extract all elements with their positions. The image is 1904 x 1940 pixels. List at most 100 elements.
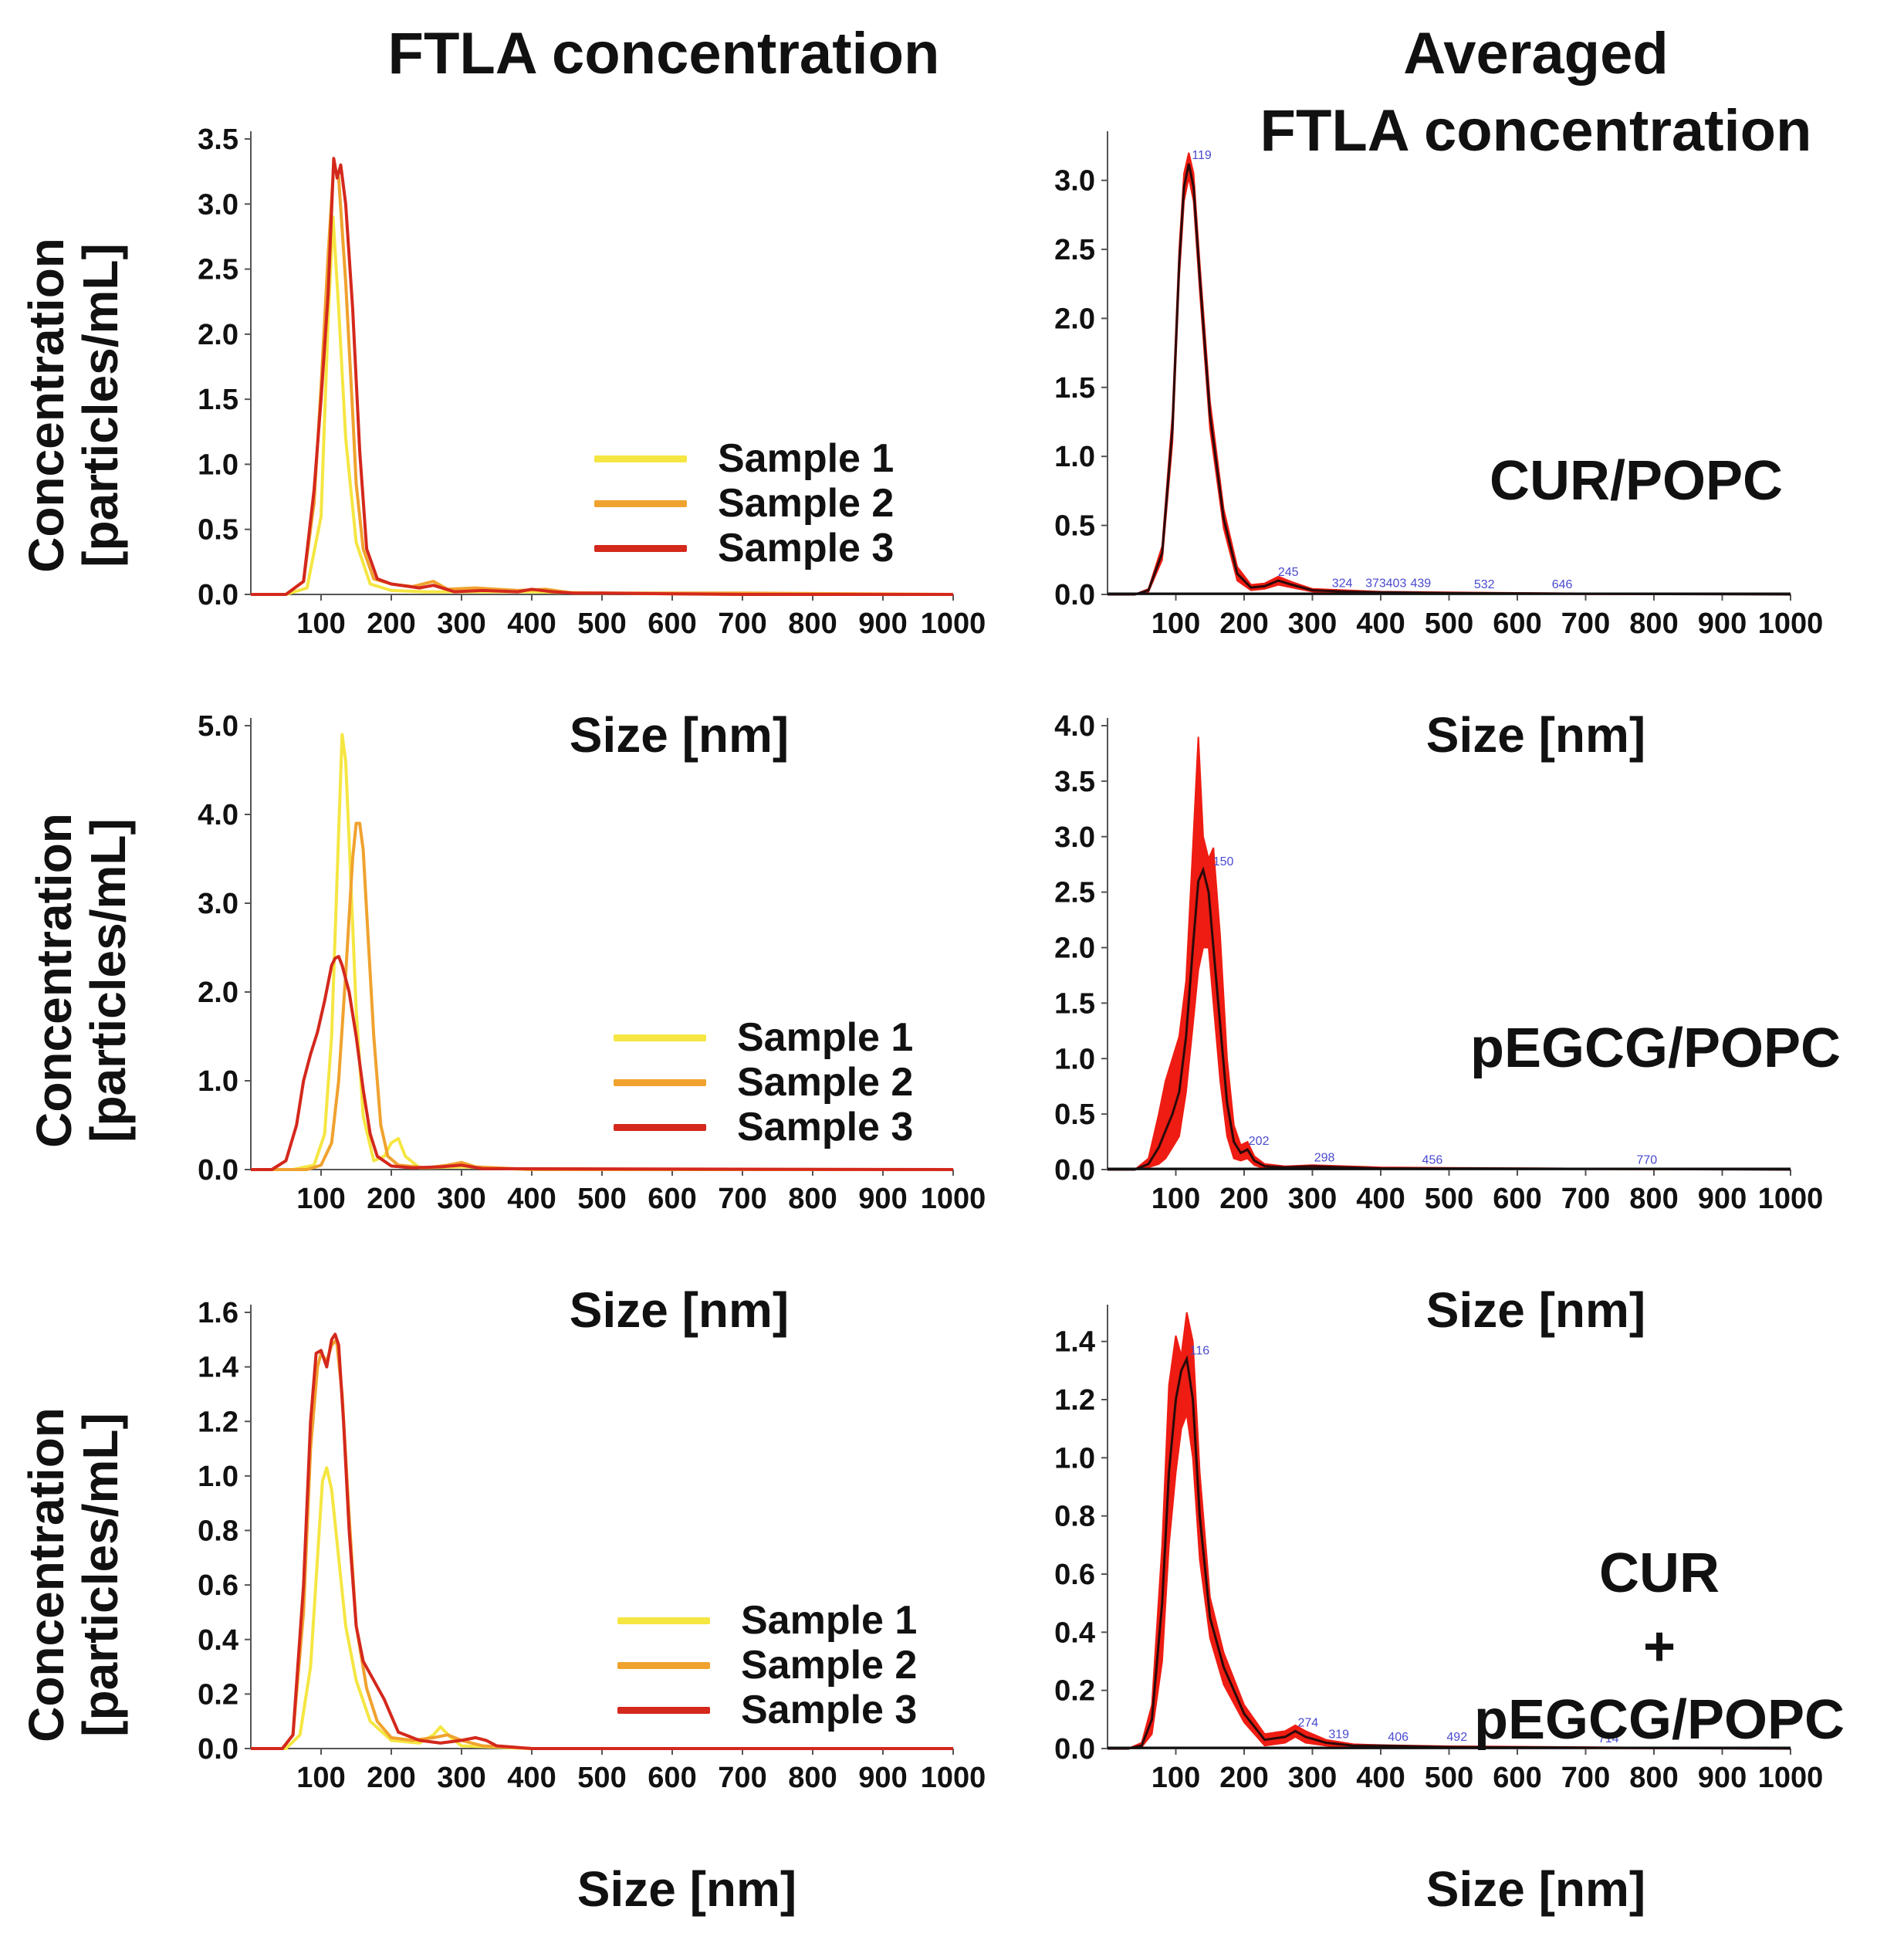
x-tick-label: 900 [1698,608,1747,640]
chart-cur-samples: 100 200 300 400 500 600 700 800 900 1000 0.0 0.5 1.0… [198,124,986,640]
y-tick-label: 0.0 [1054,1154,1095,1187]
peak-label: 532 [1474,578,1495,591]
y-tick: 3.0 [198,188,251,221]
x-tick: 500 [1425,1170,1473,1215]
error-band [1108,736,1791,1170]
x-tick-label: 700 [718,1183,766,1215]
legend-item: Sample 1 [617,1598,917,1643]
x-tick-label: 200 [367,1762,415,1794]
legend-label: Sample 1 [737,1015,914,1060]
y-tick-label: 1.2 [1054,1384,1095,1417]
legend-swatch-sample3 [617,1706,710,1714]
y-tick-label: 0.0 [1054,1733,1095,1766]
x-tick-label: 400 [1356,1183,1405,1215]
y-tick: 4.0 [1054,710,1108,743]
x-tick-label: 200 [367,1183,415,1215]
x-tick: 1000 [1758,594,1823,640]
y-tick: 2.5 [1054,877,1108,909]
y-tick-label: 2.0 [198,977,238,1009]
x-tick-label: 800 [788,1762,837,1794]
xlabel-pegcg-avg: Size [nm] [1425,1282,1646,1338]
y-tick-label: 1.4 [1054,1326,1095,1359]
y-tick: 0.0 [198,579,251,611]
x-tick: 400 [1356,594,1405,640]
y-tick: 1.0 [1054,1442,1108,1474]
y-tick-label: 1.0 [1054,1043,1095,1075]
y-tick: 1.5 [1054,372,1108,405]
x-tick-label: 600 [1493,1183,1541,1215]
x-tick-label: 400 [507,1762,556,1794]
y-tick-label: 0.0 [1054,579,1095,611]
legend-combo: Sample 1 Sample 2 Sample 3 [617,1598,917,1732]
y-tick: 1.4 [1054,1326,1108,1359]
y-tick-label: 0.6 [198,1569,238,1602]
y-tick: 5.0 [198,710,251,743]
peak-label: 274 [1297,1716,1318,1729]
y-tick-label: 2.0 [198,319,238,351]
x-tick: 100 [296,594,346,640]
side-label-pegcg: pEGCG/POPC [1469,1017,1841,1079]
x-tick-label: 1000 [921,1762,986,1794]
y-tick: 1.0 [1054,441,1108,473]
legend-label: Sample 2 [718,481,895,526]
x-tick-label: 100 [296,1762,345,1794]
y-tick-label: 3.0 [198,188,238,221]
series-line-sample3 [251,1332,953,1750]
x-tick-label: 300 [437,1183,485,1215]
y-tick-label: 3.0 [198,888,238,920]
y-tick: 0.4 [198,1624,251,1657]
x-tick: 500 [577,1749,627,1794]
legend-label: Sample 1 [741,1598,918,1643]
legend-label: Sample 3 [737,1105,914,1149]
error-band [1108,152,1791,595]
x-tick-label: 500 [1425,608,1473,640]
y-tick-label: 0.5 [1054,1099,1095,1131]
x-tick: 700 [718,1749,767,1794]
y-tick: 2.5 [1054,234,1108,266]
x-tick-label: 500 [577,608,626,640]
x-tick: 200 [1219,594,1269,640]
x-tick: 1000 [921,594,986,640]
x-tick: 300 [437,1749,486,1794]
x-tick-label: 100 [1152,1183,1200,1215]
y-tick-label: 1.0 [1054,1442,1095,1474]
legend-swatch-sample1 [614,1034,706,1041]
y-tick-label: 1.0 [198,1065,238,1098]
legend-swatch-sample1 [617,1617,710,1624]
x-tick-label: 400 [1356,608,1405,640]
xlabel-combo-samples: Size [nm] [577,1861,797,1917]
x-tick: 900 [1698,1749,1747,1794]
x-tick-label: 400 [507,608,556,640]
legend-swatch-sample3 [614,1123,706,1131]
x-tick-label: 600 [1493,608,1541,640]
x-tick-label: 1000 [1758,1183,1824,1215]
x-tick: 900 [1698,1170,1747,1215]
y-tick: 0.6 [198,1569,251,1602]
x-tick: 200 [367,594,416,640]
x-tick: 1000 [1758,1170,1824,1215]
x-tick-label: 200 [1219,1183,1268,1215]
x-tick-label: 1000 [1758,1762,1824,1794]
x-tick-label: 900 [858,608,907,640]
y-tick-label: 1.0 [198,1461,238,1493]
y-tick-label: 1.6 [198,1297,238,1329]
y-tick: 4.0 [198,799,251,831]
x-tick-label: 900 [858,1183,907,1215]
x-tick-label: 1000 [921,1183,986,1215]
y-tick-label: 0.2 [1054,1675,1095,1708]
y-tick: 3.0 [1054,821,1108,854]
legend-item: Sample 1 [594,436,894,481]
x-tick-label: 100 [1152,608,1200,640]
y-tick: 3.0 [198,888,251,920]
x-tick: 600 [1493,594,1542,640]
x-tick: 1000 [921,1749,986,1794]
chart-pegcg-avg: 100 200 300 400 500 600 700 800 900 1000 0.0 0.5 1.0… [1054,710,1823,1215]
legend-item: Sample 2 [617,1643,917,1688]
y-tick-label: 5.0 [198,710,238,743]
legend-item: Sample 2 [594,481,894,526]
x-tick-label: 200 [1219,608,1268,640]
x-tick: 400 [1356,1170,1405,1215]
peak-label: 373 [1365,577,1386,590]
x-tick-label: 900 [858,1762,907,1794]
y-tick: 3.5 [1054,766,1108,798]
